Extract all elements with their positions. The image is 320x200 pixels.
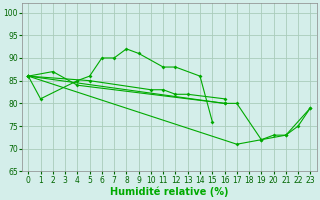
X-axis label: Humidité relative (%): Humidité relative (%) [110, 186, 228, 197]
